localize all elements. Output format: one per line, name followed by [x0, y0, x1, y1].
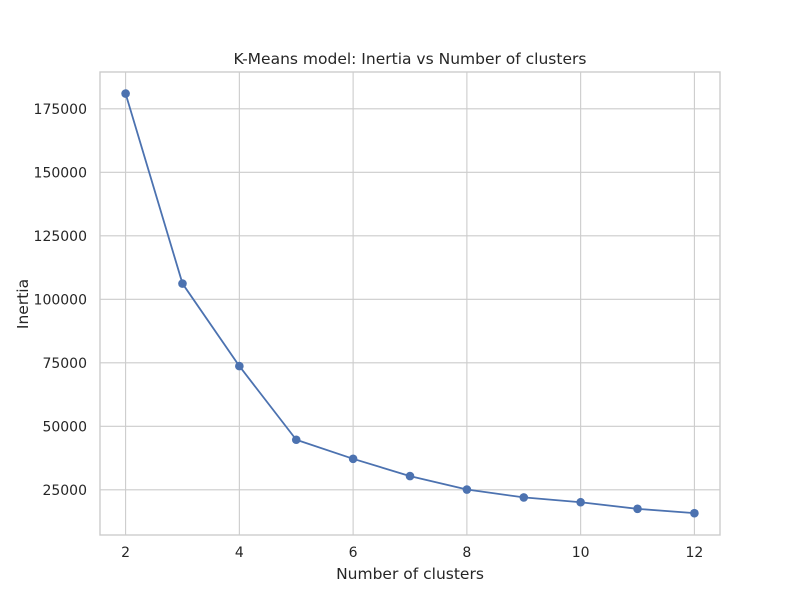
data-point: [291, 435, 301, 445]
y-tick-label: 75000: [42, 356, 87, 372]
data-point: [121, 89, 130, 98]
y-tick-label: 150000: [34, 165, 87, 181]
x-tick-label: 12: [685, 545, 703, 561]
x-axis-label: Number of clusters: [336, 565, 484, 583]
series: [121, 89, 699, 518]
data-point: [633, 504, 642, 514]
y-tick-label: 25000: [42, 483, 87, 499]
data-point: [519, 493, 529, 502]
data-point: [576, 497, 585, 507]
x-tick-label: 10: [572, 545, 590, 561]
y-axis-label: Inertia: [14, 279, 32, 329]
data-point: [178, 279, 187, 288]
series-line: [124, 93, 695, 515]
tick-labels: 2 4 6 8 10 12 25000 50000 75000 100000 125000 15000…: [34, 102, 704, 561]
chart-title: K-Means model: Inertia vs Number of clus…: [234, 50, 587, 68]
data-point: [462, 485, 472, 494]
data-point: [235, 361, 244, 371]
data-point: [348, 454, 358, 464]
x-tick-label: 2: [121, 545, 130, 561]
x-tick-label: 8: [462, 545, 471, 561]
x-tick-label: 4: [235, 545, 244, 561]
y-tick-label: 50000: [42, 419, 87, 435]
data-point: [690, 508, 699, 518]
y-tick-label: 100000: [34, 292, 87, 308]
plot-border: [99, 71, 721, 536]
grid: [100, 72, 720, 535]
x-tick-label: 6: [349, 545, 358, 561]
data-point: [405, 471, 415, 481]
plot-frame: [99, 71, 721, 536]
y-tick-label: 175000: [34, 102, 87, 118]
y-tick-label: 125000: [34, 229, 87, 245]
